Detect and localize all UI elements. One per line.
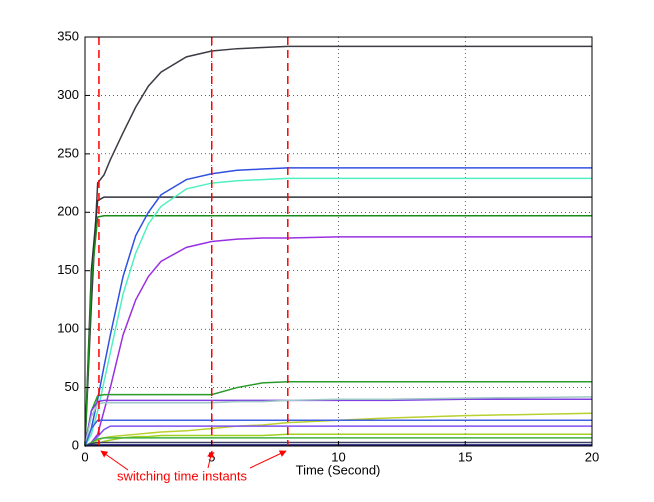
y-tick-label: 200 bbox=[57, 204, 79, 219]
series-line bbox=[84, 437, 592, 447]
series-line bbox=[84, 441, 592, 447]
x-tick-label: 10 bbox=[331, 449, 345, 464]
series-line bbox=[84, 396, 593, 447]
series-line bbox=[84, 425, 592, 447]
annotation-arrows bbox=[100, 450, 287, 471]
arrow bbox=[100, 450, 129, 471]
y-tick-label: 350 bbox=[57, 28, 79, 43]
series-line bbox=[84, 236, 592, 447]
arrow bbox=[207, 450, 214, 469]
y-tick-label: 250 bbox=[57, 145, 79, 160]
y-tick-label: 150 bbox=[57, 262, 79, 277]
series-line bbox=[84, 45, 592, 447]
series-line bbox=[84, 419, 592, 447]
series-line bbox=[84, 398, 592, 447]
x-tick-label: 20 bbox=[585, 449, 599, 464]
arrow bbox=[249, 450, 287, 469]
series-line bbox=[84, 380, 592, 447]
series-line bbox=[84, 433, 592, 447]
series-line bbox=[84, 215, 592, 447]
y-tick-label: 100 bbox=[57, 321, 79, 336]
series-line bbox=[84, 177, 592, 447]
x-tick-label: 0 bbox=[81, 449, 88, 464]
x-axis-label: Time (Second) bbox=[296, 462, 381, 477]
series-line bbox=[84, 444, 592, 447]
annotation: switching time instants bbox=[117, 468, 248, 483]
y-tick-label: 300 bbox=[57, 87, 79, 102]
y-tick-label: 0 bbox=[72, 437, 79, 452]
y-tick-label: 50 bbox=[65, 379, 79, 394]
switch-lines bbox=[98, 37, 289, 446]
lines bbox=[84, 45, 593, 447]
series-line bbox=[84, 167, 592, 447]
x-tick-label: 15 bbox=[458, 449, 472, 464]
